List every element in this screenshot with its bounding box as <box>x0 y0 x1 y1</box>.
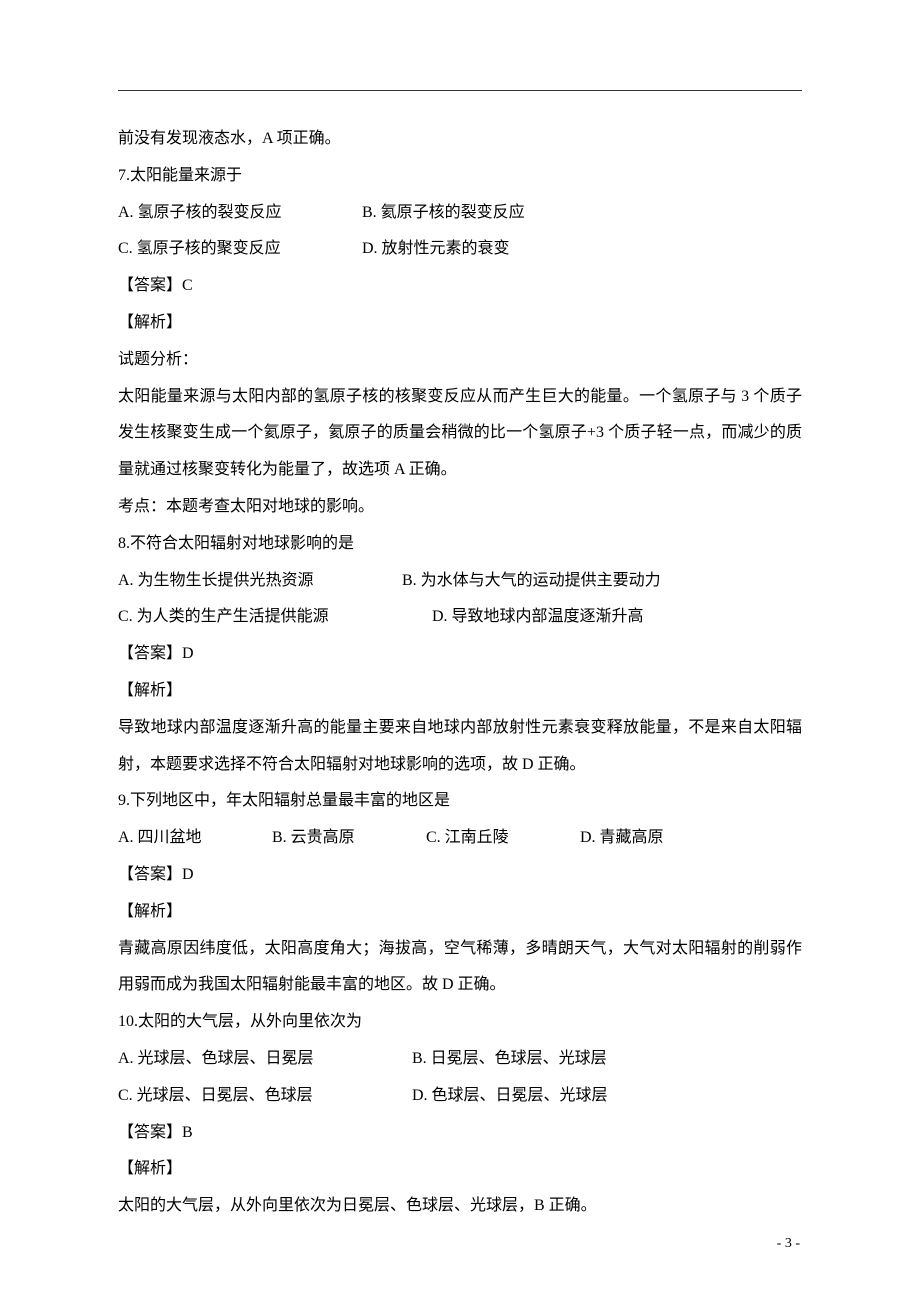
page-number: - 3 - <box>777 1228 800 1260</box>
q9-optA: A. 四川盆地 <box>118 820 268 857</box>
q7-explain-label: 【解析】 <box>118 305 802 342</box>
q9-explain-label: 【解析】 <box>118 894 802 931</box>
q7-optB: B. 氦原子核的裂变反应 <box>362 195 525 232</box>
q10-optA: A. 光球层、色球层、日冕层 <box>118 1041 408 1078</box>
carryover-text: 前没有发现液态水，A 项正确。 <box>118 121 802 158</box>
top-rule <box>118 90 802 91</box>
q7-explanation: 太阳能量来源与太阳内部的氢原子核的核聚变反应从而产生巨大的能量。一个氢原子与 3… <box>118 379 802 489</box>
q9-optB: B. 云贵高原 <box>272 820 422 857</box>
q8-explanation: 导致地球内部温度逐渐升高的能量主要来自地球内部放射性元素衰变释放能量，不是来自太… <box>118 710 802 784</box>
q7-stem: 7.太阳能量来源于 <box>118 158 802 195</box>
q7-analysis-label: 试题分析： <box>118 342 802 379</box>
q7-optD: D. 放射性元素的衰变 <box>362 231 510 268</box>
q7-options-row1: A. 氢原子核的裂变反应 B. 氦原子核的裂变反应 <box>118 195 802 232</box>
q8-explain-label: 【解析】 <box>118 673 802 710</box>
q8-optC: C. 为人类的生产生活提供能源 <box>118 599 428 636</box>
q10-answer: 【答案】B <box>118 1115 802 1152</box>
q8-stem: 8.不符合太阳辐射对地球影响的是 <box>118 526 802 563</box>
q9-optC: C. 江南丘陵 <box>426 820 576 857</box>
q7-options-row2: C. 氢原子核的聚变反应 D. 放射性元素的衰变 <box>118 231 802 268</box>
q9-answer: 【答案】D <box>118 857 802 894</box>
q10-optD: D. 色球层、日冕层、光球层 <box>412 1078 608 1115</box>
q9-optD: D. 青藏高原 <box>580 820 664 857</box>
q8-optB: B. 为水体与大气的运动提供主要动力 <box>402 563 661 600</box>
q7-answer: 【答案】C <box>118 268 802 305</box>
q10-stem: 10.太阳的大气层，从外向里依次为 <box>118 1004 802 1041</box>
q9-stem: 9.下列地区中，年太阳辐射总量最丰富的地区是 <box>118 783 802 820</box>
q9-explanation: 青藏高原因纬度低，太阳高度角大；海拔高，空气稀薄，多晴朗天气，大气对太阳辐射的削… <box>118 931 802 1005</box>
q7-optC: C. 氢原子核的聚变反应 <box>118 231 358 268</box>
q10-optC: C. 光球层、日冕层、色球层 <box>118 1078 408 1115</box>
q7-optA: A. 氢原子核的裂变反应 <box>118 195 358 232</box>
q8-options-row2: C. 为人类的生产生活提供能源 D. 导致地球内部温度逐渐升高 <box>118 599 802 636</box>
q8-optA: A. 为生物生长提供光热资源 <box>118 563 398 600</box>
q9-options-row: A. 四川盆地 B. 云贵高原 C. 江南丘陵 D. 青藏高原 <box>118 820 802 857</box>
page-container: 前没有发现液态水，A 项正确。 7.太阳能量来源于 A. 氢原子核的裂变反应 B… <box>0 0 920 1302</box>
q10-explain-label: 【解析】 <box>118 1151 802 1188</box>
q8-answer: 【答案】D <box>118 636 802 673</box>
q8-optD: D. 导致地球内部温度逐渐升高 <box>432 599 644 636</box>
q10-optB: B. 日冕层、色球层、光球层 <box>412 1041 607 1078</box>
q7-kaodian: 考点：本题考查太阳对地球的影响。 <box>118 489 802 526</box>
q10-explanation: 太阳的大气层，从外向里依次为日冕层、色球层、光球层，B 正确。 <box>118 1188 802 1225</box>
q10-options-row2: C. 光球层、日冕层、色球层 D. 色球层、日冕层、光球层 <box>118 1078 802 1115</box>
q8-options-row1: A. 为生物生长提供光热资源 B. 为水体与大气的运动提供主要动力 <box>118 563 802 600</box>
q10-options-row1: A. 光球层、色球层、日冕层 B. 日冕层、色球层、光球层 <box>118 1041 802 1078</box>
